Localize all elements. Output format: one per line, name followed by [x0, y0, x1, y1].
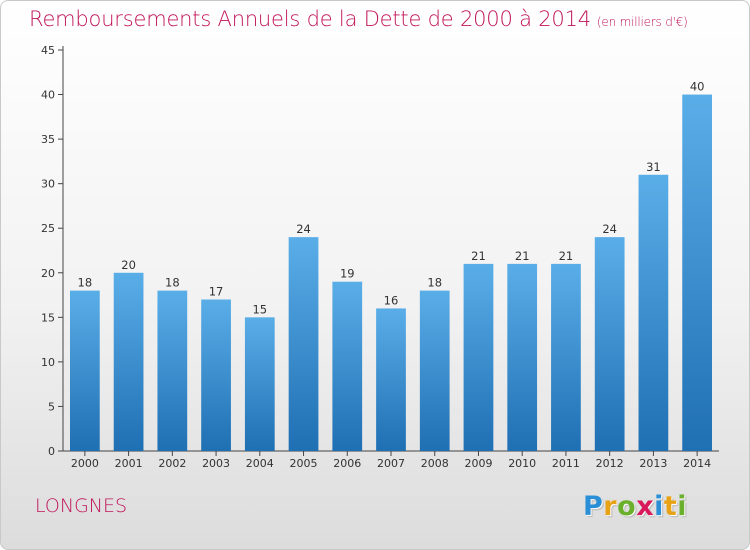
x-tick-label: 2003	[202, 457, 230, 470]
bar-value-label: 21	[559, 249, 574, 263]
bar	[288, 237, 319, 451]
x-tick-label: 2004	[246, 457, 274, 470]
bar	[157, 290, 188, 451]
logo-letter: r	[603, 491, 618, 522]
y-tick-label: 15	[41, 311, 55, 324]
bar	[682, 94, 713, 452]
logo-letter: i	[677, 491, 688, 522]
chart-title: Remboursements Annuels de la Dette de 20…	[29, 7, 688, 31]
chart-subtitle: (en milliers d'€)	[596, 15, 688, 29]
bar	[69, 290, 100, 451]
x-tick-label: 2014	[683, 457, 711, 470]
bar-value-label: 18	[427, 276, 442, 290]
chart-title-text: Remboursements Annuels de la Dette de 20…	[29, 7, 591, 31]
x-tick-label: 2000	[71, 457, 99, 470]
y-tick-label: 45	[41, 44, 55, 57]
x-tick-label: 2013	[639, 457, 667, 470]
logo-letter: i	[654, 491, 664, 522]
x-tick-label: 2005	[290, 457, 318, 470]
bar	[594, 237, 625, 451]
bar-value-label: 19	[340, 267, 355, 281]
bar	[201, 299, 231, 451]
bar-value-label: 20	[121, 258, 136, 272]
x-tick-label: 2007	[377, 457, 405, 470]
bar	[332, 281, 363, 451]
bar-value-label: 21	[471, 249, 486, 263]
y-tick-label: 25	[41, 222, 55, 235]
y-tick-label: 35	[41, 133, 55, 146]
bar-value-label: 40	[690, 80, 705, 94]
commune-name: LONGNES	[35, 495, 128, 517]
bar-value-label: 24	[602, 222, 617, 236]
bar-value-label: 18	[78, 276, 93, 290]
x-tick-label: 2009	[464, 457, 492, 470]
bar-value-label: 24	[296, 222, 311, 236]
logo-letter: t	[663, 491, 678, 522]
x-tick-label: 2008	[421, 457, 449, 470]
x-tick-label: 2011	[552, 457, 580, 470]
bar	[551, 263, 581, 451]
y-tick-label: 40	[41, 89, 55, 102]
y-tick-label: 0	[48, 445, 55, 458]
y-tick-label: 20	[41, 267, 55, 280]
bar	[376, 308, 406, 451]
bar	[113, 272, 144, 451]
x-tick-label: 2010	[508, 457, 536, 470]
bar-value-label: 21	[515, 249, 530, 263]
y-tick-label: 10	[41, 356, 55, 369]
bar	[638, 174, 669, 451]
logo-letter: P	[583, 491, 604, 522]
bar	[507, 263, 538, 451]
y-tick-label: 30	[41, 178, 55, 191]
x-tick-label: 2001	[115, 457, 143, 470]
bar	[244, 317, 275, 451]
x-tick-label: 2012	[596, 457, 624, 470]
bars	[69, 94, 713, 452]
x-tick-label: 2006	[333, 457, 361, 470]
axes: 0 5 10 15 20 25 30 35 40 45 2000 2001 2002 2003 2004 20…	[41, 44, 719, 470]
bar-value-label: 31	[646, 160, 661, 174]
proxiti-logo: Proxiti	[583, 491, 687, 522]
bar-value-label: 16	[384, 293, 399, 307]
logo-letter: x	[636, 491, 655, 522]
bar-value-label: 18	[165, 276, 180, 290]
bar	[419, 290, 450, 451]
value-labels: 18 20 18 17 15 24 19 16 18 21 21 21 24 31 40	[78, 80, 705, 317]
x-tick-label: 2002	[158, 457, 186, 470]
bar-value-label: 17	[209, 285, 224, 299]
bar-value-label: 15	[252, 302, 267, 316]
y-tick-label: 5	[48, 400, 55, 413]
bar	[463, 263, 494, 451]
logo-letter: o	[617, 491, 637, 522]
